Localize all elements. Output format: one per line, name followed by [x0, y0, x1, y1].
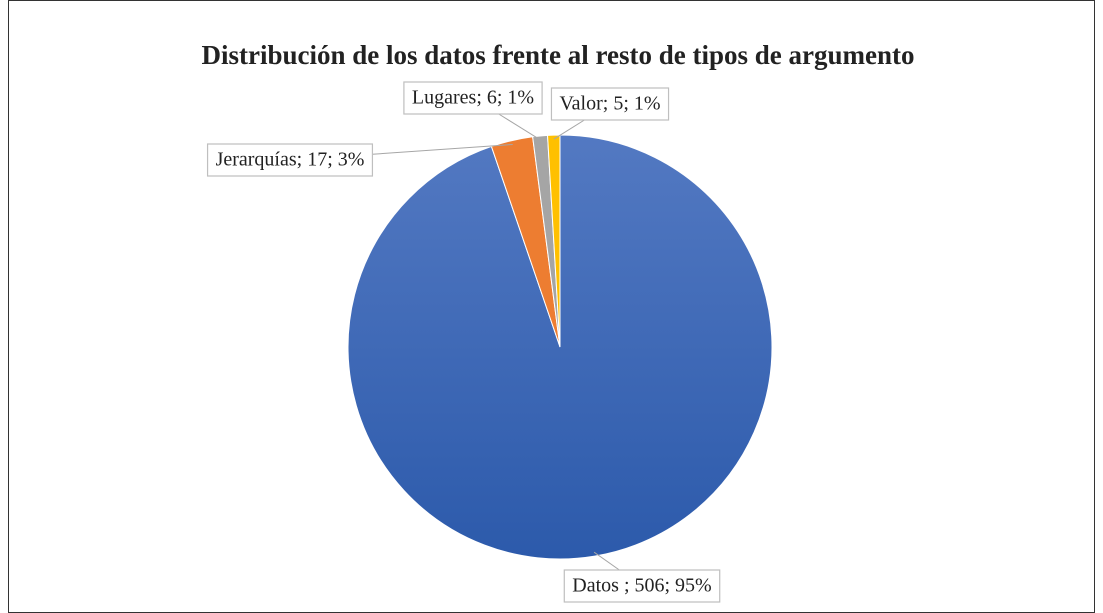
label-box [403, 81, 543, 115]
chart-title: Distribución de los datos frente al rest… [202, 40, 915, 70]
leader-line [498, 113, 541, 141]
leader-line [372, 143, 513, 155]
label-box [563, 569, 721, 603]
data-label: Lugares; 6; 1% [412, 87, 534, 109]
leader-line [593, 551, 620, 571]
data-label: Valor; 5; 1% [559, 93, 660, 115]
leader-line [553, 119, 585, 140]
label-box [206, 143, 374, 177]
data-label: Jerarquías; 17; 3% [216, 149, 365, 171]
data-label: Datos ; 506; 95% [572, 575, 711, 597]
label-box [550, 87, 670, 121]
